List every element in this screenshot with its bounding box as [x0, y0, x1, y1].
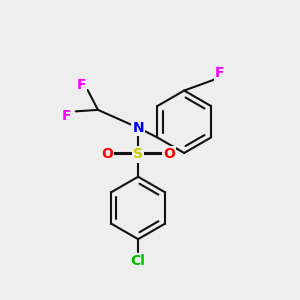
Text: F: F — [215, 66, 225, 80]
Text: S: S — [133, 148, 143, 161]
Text: F: F — [77, 78, 86, 92]
Text: O: O — [101, 148, 113, 161]
Text: Cl: Cl — [131, 254, 146, 268]
Text: F: F — [62, 109, 71, 123]
Text: O: O — [164, 148, 175, 161]
Text: N: N — [132, 121, 144, 135]
